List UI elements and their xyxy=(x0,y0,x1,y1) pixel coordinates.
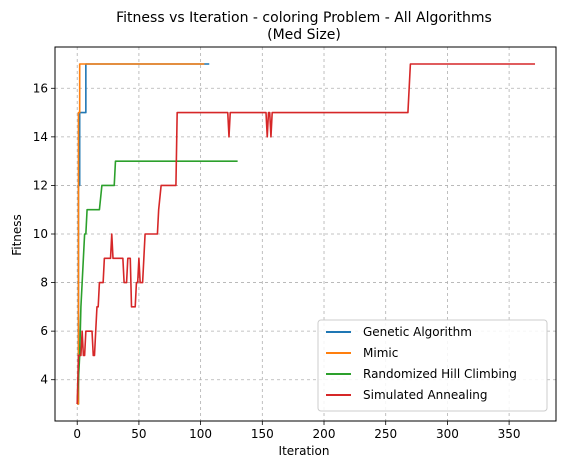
y-axis-label: Fitness xyxy=(10,214,24,256)
legend-label: Simulated Annealing xyxy=(363,388,488,402)
chart-title: Fitness vs Iteration - coloring Problem … xyxy=(116,10,492,26)
legend-box xyxy=(317,319,548,412)
grid xyxy=(55,47,556,421)
x-axis-label: Iteration xyxy=(279,444,330,458)
series-lines xyxy=(76,63,536,405)
legend: Genetic Algorithm Mimic Randomized Hill Cl… xyxy=(317,319,548,412)
y-tick-label: 14 xyxy=(33,130,48,144)
series-line-randomized-hill-climbing xyxy=(76,160,238,405)
series-line-mimic xyxy=(77,63,205,405)
axis-ticks: 0 50 100 150 200 250 300 350 4 6 8 10 12 14 16 xyxy=(33,81,521,441)
x-tick-label: 100 xyxy=(189,427,212,441)
x-tick-label: 50 xyxy=(131,427,146,441)
x-tick-label: 200 xyxy=(313,427,336,441)
y-tick-label: 8 xyxy=(40,276,48,290)
x-tick-label: 150 xyxy=(251,427,274,441)
y-tick-label: 6 xyxy=(40,324,48,338)
x-tick-label: 0 xyxy=(73,427,81,441)
series-line-simulated-annealing xyxy=(76,63,536,405)
legend-label: Randomized Hill Climbing xyxy=(363,367,517,381)
chart-subtitle: (Med Size) xyxy=(267,27,341,43)
legend-label: Genetic Algorithm xyxy=(363,325,472,339)
y-tick-label: 4 xyxy=(40,373,48,387)
y-tick-label: 10 xyxy=(33,227,48,241)
x-tick-label: 250 xyxy=(374,427,397,441)
y-tick-label: 16 xyxy=(33,81,48,95)
x-tick-label: 350 xyxy=(498,427,521,441)
x-tick-label: 300 xyxy=(436,427,459,441)
y-tick-label: 12 xyxy=(33,178,48,192)
legend-label: Mimic xyxy=(363,346,398,360)
